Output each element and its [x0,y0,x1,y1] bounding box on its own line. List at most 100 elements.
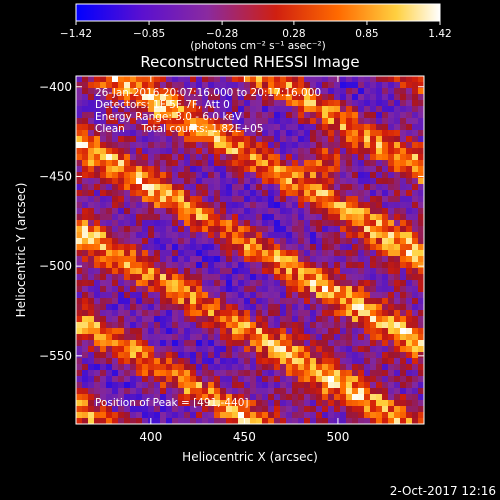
heatmap-cell [346,346,353,353]
heatmap-cell [196,190,203,197]
heatmap-cell [76,124,83,131]
heatmap-cell [376,334,383,341]
heatmap-cell [88,250,95,257]
heatmap-cell [154,172,161,179]
heatmap-cell [94,226,101,233]
heatmap-cell [268,256,275,263]
heatmap-cell [352,262,359,269]
heatmap-cell [328,400,335,407]
heatmap-cell [352,358,359,365]
heatmap-cell [286,148,293,155]
heatmap-cell [394,118,401,125]
heatmap-cell [220,190,227,197]
heatmap-cell [202,268,209,275]
heatmap-cell [334,292,341,299]
heatmap-cell [352,178,359,185]
heatmap-cell [142,178,149,185]
heatmap-cell [214,334,221,341]
heatmap-cell [160,208,167,215]
heatmap-cell [268,196,275,203]
heatmap-cell [220,382,227,389]
heatmap-cell [256,136,263,143]
heatmap-cell [106,124,113,131]
heatmap-cell [298,274,305,281]
heatmap-cell [142,160,149,167]
heatmap-cell [298,142,305,149]
heatmap-cell [250,262,257,269]
heatmap-cell [124,418,131,425]
heatmap-cell [274,154,281,161]
heatmap-cell [232,196,239,203]
heatmap-cell [208,418,215,425]
heatmap-cell [388,232,395,239]
heatmap-cell [394,184,401,191]
heatmap-cell [82,82,89,89]
heatmap-cell [262,190,269,197]
heatmap-cell [124,394,131,401]
heatmap-cell [136,148,143,155]
heatmap-cell [184,94,191,101]
heatmap-cell [160,292,167,299]
heatmap-cell [280,250,287,257]
heatmap-cell [214,340,221,347]
heatmap-cell [298,292,305,299]
heatmap-cell [118,388,125,395]
heatmap-cell [160,190,167,197]
heatmap-cell [124,256,131,263]
heatmap-cell [238,232,245,239]
heatmap-cell [106,166,113,173]
heatmap-cell [76,88,83,95]
heatmap-cell [76,310,83,317]
heatmap-cell [358,142,365,149]
heatmap-cell [178,220,185,227]
heatmap-cell [304,256,311,263]
heatmap-cell [172,172,179,179]
heatmap-cell [322,184,329,191]
heatmap-cell [238,316,245,323]
heatmap-cells [76,76,425,425]
heatmap-cell [130,298,137,305]
heatmap-cell [160,100,167,107]
heatmap-cell [238,382,245,389]
heatmap-cell [106,208,113,215]
heatmap-cell [238,136,245,143]
heatmap-cell [346,286,353,293]
heatmap-cell [280,190,287,197]
heatmap-cell [316,298,323,305]
heatmap-cell [94,100,101,107]
heatmap-cell [382,88,389,95]
heatmap-cell [238,244,245,251]
heatmap-cell [262,94,269,101]
heatmap-cell [160,160,167,167]
heatmap-cell [376,274,383,281]
heatmap-cell [106,400,113,407]
heatmap-cell [310,322,317,329]
heatmap-cell [214,256,221,263]
heatmap-cell [256,226,263,233]
heatmap-cell [172,100,179,107]
heatmap-cell [304,226,311,233]
heatmap-cell [322,112,329,119]
heatmap-cell [76,256,83,263]
heatmap-cell [256,214,263,221]
heatmap-cell [238,268,245,275]
heatmap-cell [262,232,269,239]
heatmap-cell [190,178,197,185]
heatmap-cell [382,160,389,167]
heatmap-cell [124,400,131,407]
heatmap-cell [238,148,245,155]
heatmap-cell [184,160,191,167]
heatmap-cell [166,268,173,275]
heatmap-cell [268,106,275,113]
heatmap-cell [208,346,215,353]
heatmap-cell [310,100,317,107]
heatmap-cell [280,172,287,179]
heatmap-cell [94,406,101,413]
heatmap-cell [184,166,191,173]
heatmap-cell [376,262,383,269]
heatmap-cell [202,88,209,95]
heatmap-cell [268,340,275,347]
heatmap-cell [136,364,143,371]
heatmap-cell [340,196,347,203]
heatmap-cell [298,148,305,155]
